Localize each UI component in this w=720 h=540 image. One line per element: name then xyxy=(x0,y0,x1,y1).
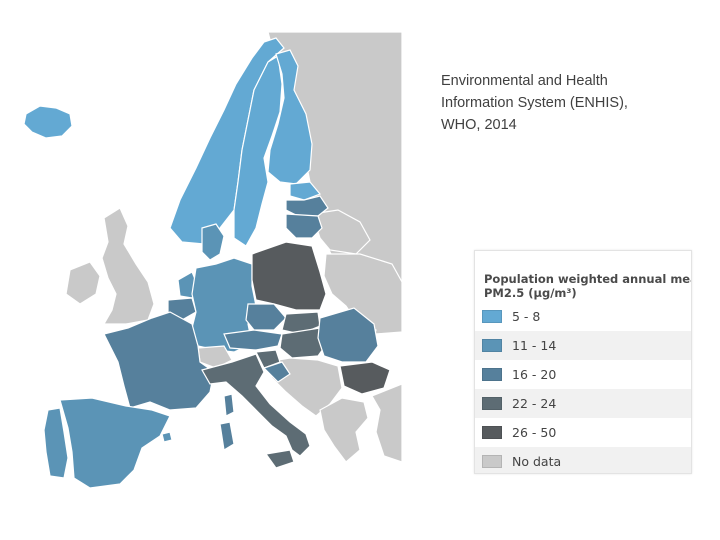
czech-republic xyxy=(245,303,287,331)
legend-item-11-14: 11 - 14 xyxy=(475,331,691,360)
italy xyxy=(201,353,311,457)
legend-label-22-24: 22 - 24 xyxy=(512,396,557,411)
legend-label-no-data: No data xyxy=(512,454,562,469)
legend-label-11-14: 11 - 14 xyxy=(512,338,557,353)
poland xyxy=(251,241,327,311)
europe-map xyxy=(20,32,402,515)
legend-swatch-11-14 xyxy=(482,339,502,352)
legend-swatch-26-50 xyxy=(482,426,502,439)
croatia xyxy=(262,361,291,383)
source-citation: Environmental and Health Information Sys… xyxy=(441,70,691,136)
portugal xyxy=(43,407,69,479)
balearic-islands xyxy=(161,431,173,443)
lithuania xyxy=(285,213,323,239)
legend-item-16-20: 16 - 20 xyxy=(475,360,691,389)
spain xyxy=(59,397,171,489)
belarus-region xyxy=(311,209,371,255)
slovenia xyxy=(255,349,281,369)
legend-swatch-5-8 xyxy=(482,310,502,323)
greece xyxy=(319,397,369,463)
legend-title: Population weighted annual mean PM2.5 (µ… xyxy=(484,272,692,300)
source-line-2: Information System (ENHIS), xyxy=(441,95,628,111)
latvia xyxy=(285,195,329,217)
denmark xyxy=(201,223,225,261)
sicily xyxy=(264,449,295,469)
legend-swatch-no-data xyxy=(482,455,502,468)
legend-swatch-22-24 xyxy=(482,397,502,410)
map-legend: Population weighted annual mean PM2.5 (µ… xyxy=(474,250,692,474)
iceland xyxy=(23,105,73,139)
legend-title-line-2: PM2.5 (µg/m³) xyxy=(484,286,577,300)
united-kingdom xyxy=(101,207,155,325)
estonia xyxy=(289,181,322,201)
legend-item-no-data: No data xyxy=(475,447,691,473)
legend-swatch-16-20 xyxy=(482,368,502,381)
ireland xyxy=(65,261,101,305)
source-line-3: WHO, 2014 xyxy=(441,117,517,133)
austria xyxy=(223,329,283,351)
source-line-1: Environmental and Health xyxy=(441,73,608,89)
legend-label-5-8: 5 - 8 xyxy=(512,309,541,324)
sardinia xyxy=(219,421,235,451)
legend-item-5-8: 5 - 8 xyxy=(475,302,691,331)
europe-map-svg xyxy=(20,32,402,515)
legend-item-26-50: 26 - 50 xyxy=(475,418,691,447)
legend-title-line-1: Population weighted annual mean xyxy=(484,272,692,286)
sweden xyxy=(233,55,283,247)
corsica xyxy=(223,393,235,417)
legend-label-16-20: 16 - 20 xyxy=(512,367,557,382)
bulgaria xyxy=(339,361,391,395)
romania xyxy=(317,307,379,363)
legend-item-22-24: 22 - 24 xyxy=(475,389,691,418)
turkey-west xyxy=(371,383,402,463)
legend-label-26-50: 26 - 50 xyxy=(512,425,557,440)
